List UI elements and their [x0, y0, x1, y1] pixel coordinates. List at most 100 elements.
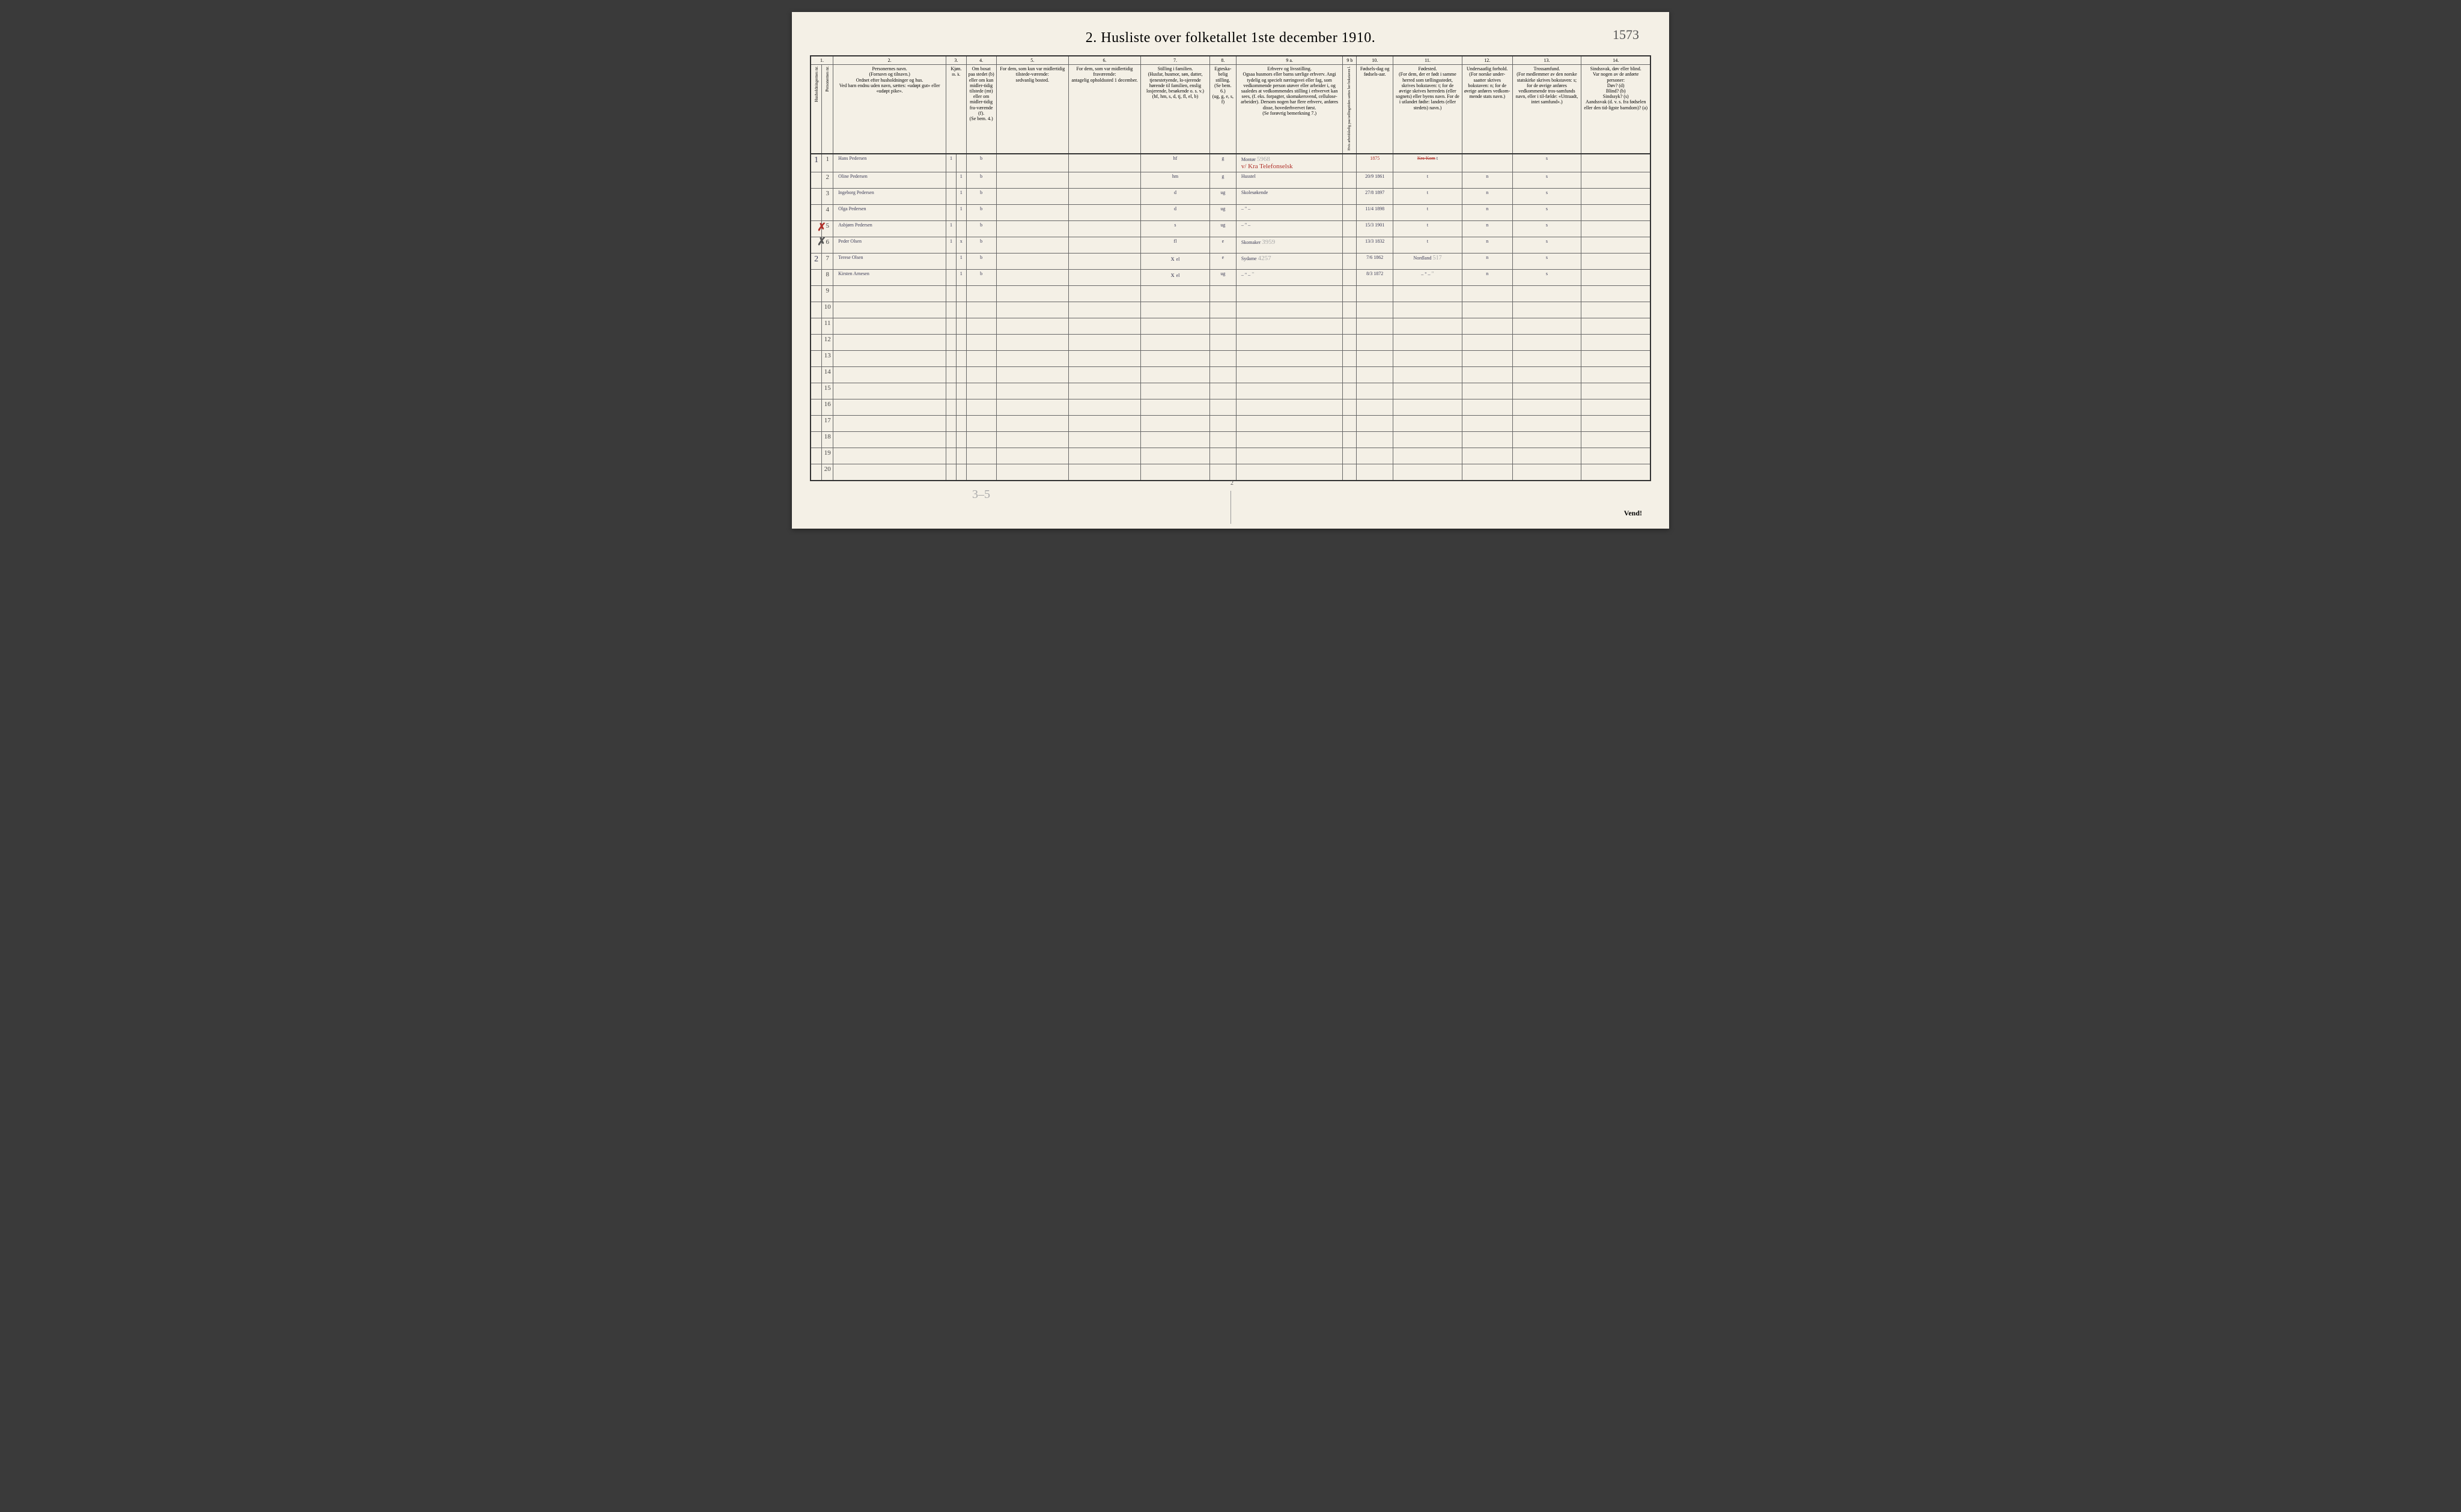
- cell: 1: [946, 237, 957, 253]
- cell: s: [1512, 188, 1581, 204]
- cell: [1393, 334, 1462, 350]
- cell: b: [966, 154, 996, 172]
- cell: [1462, 302, 1512, 318]
- cell: [1581, 431, 1650, 448]
- cell: [956, 154, 966, 172]
- table-row: 4Olga Pedersen1bdug– " –11/4 1898tns: [811, 204, 1650, 220]
- cell: 1: [946, 220, 957, 237]
- cell: x el: [1141, 269, 1210, 285]
- cell: [956, 415, 966, 431]
- cell: [996, 172, 1068, 188]
- cell: [956, 302, 966, 318]
- cell: [833, 415, 946, 431]
- cell: [1141, 350, 1210, 366]
- cell: [811, 415, 822, 431]
- cell: [1141, 399, 1210, 415]
- cell: d: [1141, 204, 1210, 220]
- cell: [946, 383, 957, 399]
- cell: [946, 334, 957, 350]
- cell: [1068, 318, 1140, 334]
- cell: [1581, 448, 1650, 464]
- cell: [946, 399, 957, 415]
- cell: e: [1209, 253, 1236, 269]
- cell: n: [1462, 253, 1512, 269]
- cell: [1581, 383, 1650, 399]
- cell: [1462, 399, 1512, 415]
- cell: fl: [1141, 237, 1210, 253]
- column-header: Stilling i familien.(Husfar, husmor, søn…: [1141, 65, 1210, 154]
- cell: 4: [822, 204, 833, 220]
- cell: [996, 237, 1068, 253]
- cell: g: [1209, 172, 1236, 188]
- table-row: 5Asbjørn Pedersen1bsug– " –15/3 1901tns: [811, 220, 1650, 237]
- table-row-empty: 20: [811, 464, 1650, 481]
- census-page: 1573 2. Husliste over folketallet 1ste d…: [792, 12, 1669, 529]
- cell: [1581, 285, 1650, 302]
- cell: [1068, 366, 1140, 383]
- cell: e: [1209, 237, 1236, 253]
- cell: Sydame 4257: [1236, 253, 1343, 269]
- cell: [1462, 350, 1512, 366]
- cell: [996, 334, 1068, 350]
- cell: 1: [822, 154, 833, 172]
- cell: [1236, 350, 1343, 366]
- table-row-empty: 14: [811, 366, 1650, 383]
- cell: [996, 154, 1068, 172]
- cell: 11/4 1898: [1357, 204, 1393, 220]
- cell: [811, 334, 822, 350]
- cell: [966, 302, 996, 318]
- cell: t: [1393, 172, 1462, 188]
- cell: 16: [822, 399, 833, 415]
- cell: [811, 269, 822, 285]
- cell: [996, 204, 1068, 220]
- cell: [1512, 448, 1581, 464]
- cell: [946, 204, 957, 220]
- column-header: Undersaatlig forhold.(For norske under-s…: [1462, 65, 1512, 154]
- cell: n: [1462, 269, 1512, 285]
- cell: [1581, 464, 1650, 481]
- cell: 1: [956, 253, 966, 269]
- cell: Hans Pedersen: [833, 154, 946, 172]
- cell: [1512, 431, 1581, 448]
- page-number: 2: [1230, 480, 1234, 487]
- cell: [1393, 366, 1462, 383]
- cell: [946, 318, 957, 334]
- cell: b: [966, 253, 996, 269]
- table-row-empty: 10: [811, 302, 1650, 318]
- cell: 17: [822, 415, 833, 431]
- cell: [1343, 415, 1357, 431]
- cell: [811, 448, 822, 464]
- cell: [1343, 350, 1357, 366]
- cell: s: [1141, 220, 1210, 237]
- cell: [1343, 285, 1357, 302]
- cell: Ingeborg Pedersen: [833, 188, 946, 204]
- cell: [1393, 399, 1462, 415]
- cell: [1209, 285, 1236, 302]
- cell: d: [1141, 188, 1210, 204]
- cell: [1343, 188, 1357, 204]
- cell: [811, 318, 822, 334]
- cell: [1343, 383, 1357, 399]
- cell: [956, 350, 966, 366]
- cell: [1209, 366, 1236, 383]
- cell: [1581, 350, 1650, 366]
- cell: [956, 431, 966, 448]
- cell: [833, 285, 946, 302]
- cell: [1068, 204, 1140, 220]
- cell: [1236, 334, 1343, 350]
- column-header: Kjøn.m. k.: [946, 65, 966, 154]
- cell: [1393, 415, 1462, 431]
- cell: [996, 188, 1068, 204]
- cell: [1512, 383, 1581, 399]
- cell: [1357, 399, 1393, 415]
- cell: Asbjørn Pedersen: [833, 220, 946, 237]
- cell: [996, 383, 1068, 399]
- cell: [1512, 318, 1581, 334]
- cell: – " –: [1236, 204, 1343, 220]
- cell: t: [1393, 220, 1462, 237]
- cell: 1: [956, 269, 966, 285]
- table-row: 27Terese Olsen1bx eleSydame 42577/6 1862…: [811, 253, 1650, 269]
- cell: [833, 350, 946, 366]
- cell: Oline Pedersen: [833, 172, 946, 188]
- cell: b: [966, 172, 996, 188]
